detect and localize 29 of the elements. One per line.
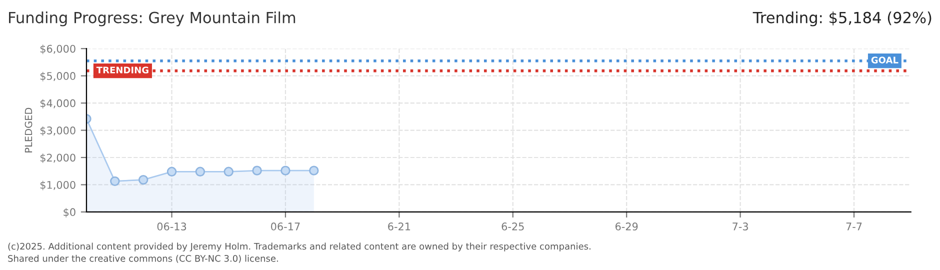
y-tick-label: $0 xyxy=(64,208,76,218)
x-tick-label: 6-29 xyxy=(616,222,638,230)
point xyxy=(138,174,148,185)
point xyxy=(224,166,234,177)
y-tick-label: $3,000 xyxy=(40,126,76,136)
x-tick-label: 06-13 xyxy=(157,222,186,230)
ref-line-label: GOAL xyxy=(871,56,898,64)
chart-title: Funding Progress: Grey Mountain Film xyxy=(9,12,296,26)
y-axis-title: PLEDGED xyxy=(24,108,32,152)
y-tick-label: $5,000 xyxy=(40,72,76,82)
text: (c)2025. Additional content provided by Jeremy Holm. Trademarks and related content are owned by their respective companies. xyxy=(8,242,590,252)
point xyxy=(309,166,319,176)
ref-line-label: TRENDING xyxy=(96,66,148,74)
point xyxy=(280,166,290,176)
y-tick-label: $6,000 xyxy=(40,44,76,54)
y-tick-label: $2,000 xyxy=(40,154,76,163)
point xyxy=(166,166,177,177)
y-tick-label: $1,000 xyxy=(40,180,76,190)
x-tick-label: 7-3 xyxy=(732,222,748,230)
x-tick-label: 6-25 xyxy=(502,222,524,230)
point xyxy=(195,166,206,177)
point xyxy=(110,176,120,186)
y-tick-label: $4,000 xyxy=(40,99,76,109)
text: Trending: $5,184 (92%) xyxy=(752,12,932,26)
x-tick-label: 7-7 xyxy=(846,222,862,230)
x-tick-label: 06-17 xyxy=(271,222,300,230)
x-tick-label: 6-21 xyxy=(388,222,410,230)
text: Shared under the creative commons (CC BY-NC 3.0) license. xyxy=(8,254,278,263)
point xyxy=(252,166,262,176)
